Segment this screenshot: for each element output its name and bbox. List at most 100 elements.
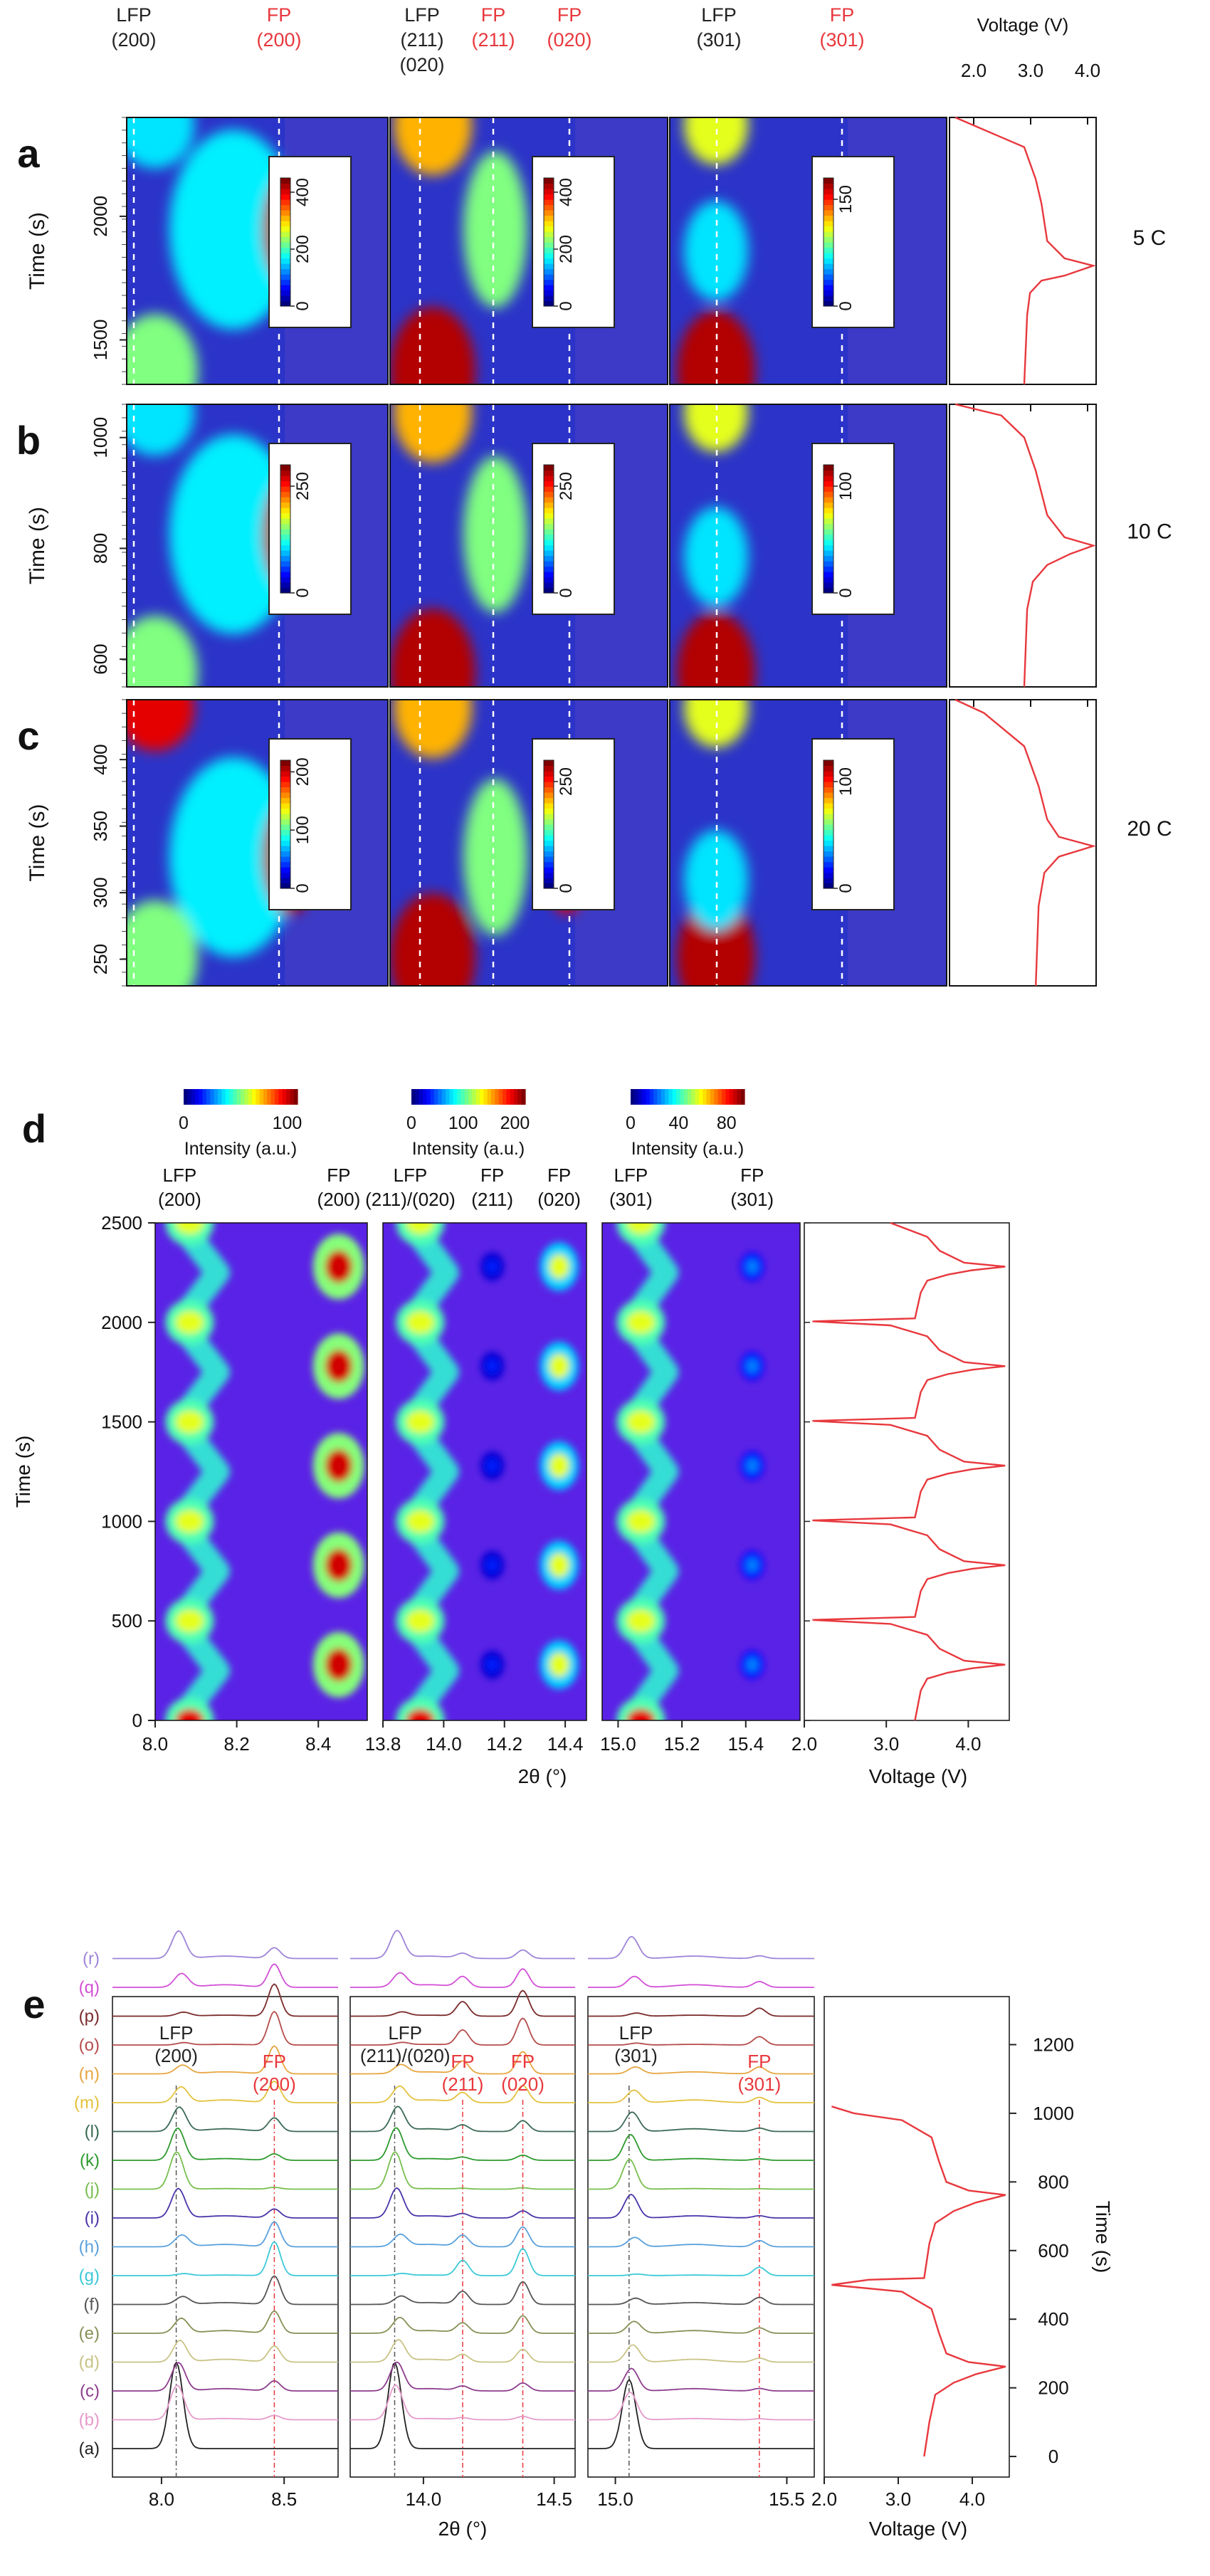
colorbar-segment bbox=[824, 274, 833, 280]
colorbar-segment bbox=[280, 279, 290, 285]
colorbar-segment bbox=[280, 274, 290, 280]
colorbar-segment bbox=[280, 555, 290, 562]
spectrum-trace bbox=[112, 2127, 338, 2161]
voltage-curve bbox=[954, 698, 1097, 987]
colorbar-segment bbox=[710, 1089, 715, 1105]
peak-header-label: (301) bbox=[614, 2045, 658, 2066]
fp-spot-core bbox=[746, 1657, 759, 1672]
intensity-blob bbox=[684, 201, 748, 301]
colorbar-segment bbox=[259, 1089, 264, 1105]
colorbar-segment bbox=[544, 797, 554, 804]
colorbar-segment bbox=[415, 1089, 420, 1105]
colorbar-segment bbox=[280, 189, 290, 195]
colorbar-segment bbox=[638, 1089, 643, 1105]
colorbar-segment bbox=[280, 792, 290, 799]
fp-spot-core bbox=[486, 1259, 499, 1274]
colorbar-segment bbox=[824, 247, 833, 253]
peak-header-label: LFP bbox=[159, 2022, 194, 2044]
x-tick-label: 14.5 bbox=[536, 2488, 572, 2510]
colorbar-segment bbox=[280, 470, 290, 476]
colorbar-segment bbox=[229, 1089, 233, 1105]
intensity-blob bbox=[394, 117, 472, 176]
colorbar-label: Intensity (a.u.) bbox=[631, 1139, 744, 1159]
colorbar-segment bbox=[824, 787, 833, 793]
colorbar-segment bbox=[544, 808, 554, 814]
colorbar-segment bbox=[824, 178, 833, 184]
colorbar-segment bbox=[824, 189, 833, 195]
colorbar-tick-label: 200 bbox=[293, 235, 312, 263]
spectrum-trace bbox=[588, 2344, 814, 2363]
y-tick-label: 0 bbox=[1048, 2446, 1058, 2467]
peak-header-label: (211) bbox=[442, 2073, 484, 2095]
colorbar-segment bbox=[544, 491, 554, 498]
intensity-blob bbox=[127, 616, 198, 687]
colorbar-frame bbox=[280, 464, 291, 594]
colorbar-segment bbox=[426, 1089, 431, 1105]
colorbar-segment bbox=[691, 1089, 696, 1105]
x-tick-label: 15.0 bbox=[600, 1733, 636, 1755]
y-tick-label: 1200 bbox=[1033, 2034, 1074, 2056]
colorbar-segment bbox=[280, 204, 290, 211]
colorbar-segment bbox=[824, 508, 833, 514]
colorbar-segment bbox=[544, 263, 554, 270]
colorbar-segment bbox=[187, 1089, 192, 1105]
fp-spot-core bbox=[549, 1652, 569, 1677]
colorbar-tick-label: 250 bbox=[293, 472, 312, 500]
colorbar-segment bbox=[263, 1089, 268, 1105]
colorbar-segment bbox=[280, 236, 290, 243]
colorbar-segment bbox=[544, 566, 554, 572]
spectrum-trace bbox=[112, 2241, 338, 2276]
colorbar-segment bbox=[544, 253, 554, 259]
spectrum-trace bbox=[350, 1989, 575, 2017]
peak-header-label: (020) bbox=[537, 1189, 581, 1210]
voltage-tick-label: 3.0 bbox=[1018, 60, 1043, 81]
spectrum-trace bbox=[112, 2361, 338, 2449]
colorbar-segment bbox=[280, 878, 290, 884]
colorbar-segment bbox=[824, 550, 833, 557]
spectrum-trace bbox=[112, 2275, 338, 2306]
colorbar-segment bbox=[824, 561, 833, 567]
colorbar-frame bbox=[543, 177, 554, 307]
colorbar-segment bbox=[544, 529, 554, 535]
peak-header-label: FP bbox=[481, 4, 506, 26]
colorbar-segment bbox=[498, 1089, 503, 1105]
series-label: (e) bbox=[79, 2324, 100, 2343]
colorbar-segment bbox=[438, 1089, 443, 1105]
lfp-spot-core bbox=[406, 1609, 435, 1633]
spectrum-trace bbox=[350, 2226, 575, 2248]
peak-header-label: FP bbox=[557, 4, 582, 26]
peak-header-label: LFP bbox=[614, 1165, 648, 1186]
colorbar-segment bbox=[510, 1089, 515, 1105]
heatmap-frame bbox=[669, 404, 947, 688]
voltage-panel-frame bbox=[824, 1996, 1010, 2478]
spectrum-trace bbox=[350, 2315, 575, 2334]
colorbar-segment bbox=[544, 803, 554, 809]
colorbar-segment bbox=[824, 199, 833, 206]
peak-header-label: LFP bbox=[394, 1165, 428, 1186]
panel-letter: c bbox=[17, 713, 39, 758]
heatmap-column bbox=[127, 117, 388, 384]
heatmap-frame bbox=[669, 699, 947, 987]
colorbar-segment bbox=[824, 840, 833, 846]
colorbar-segment bbox=[280, 518, 290, 525]
voltage-axis-title: Voltage (V) bbox=[977, 14, 1069, 36]
colorbar-tick-label: 100 bbox=[293, 816, 312, 844]
colorbar-segment bbox=[824, 765, 833, 772]
colorbar-segment bbox=[280, 512, 290, 519]
colorbar-segment bbox=[544, 540, 554, 546]
heatmap-frame bbox=[669, 117, 947, 385]
colorbar-segment bbox=[688, 1089, 692, 1105]
colorbar-segment bbox=[544, 194, 554, 200]
series-label: (d) bbox=[79, 2353, 100, 2372]
y-tick-label: 400 bbox=[1038, 2308, 1068, 2330]
colorbar-segment bbox=[267, 1089, 272, 1105]
spectrum-trace bbox=[350, 2361, 575, 2449]
intensity-blob bbox=[463, 779, 527, 936]
y-tick-label: 800 bbox=[1038, 2171, 1068, 2192]
colorbar-segment bbox=[280, 835, 290, 841]
intensity-blob bbox=[169, 434, 298, 634]
colorbar-segment bbox=[293, 1089, 298, 1105]
x-tick-label: 14.0 bbox=[406, 2488, 442, 2510]
intensity-blob bbox=[127, 117, 194, 169]
spectrum-trace bbox=[350, 2150, 575, 2190]
